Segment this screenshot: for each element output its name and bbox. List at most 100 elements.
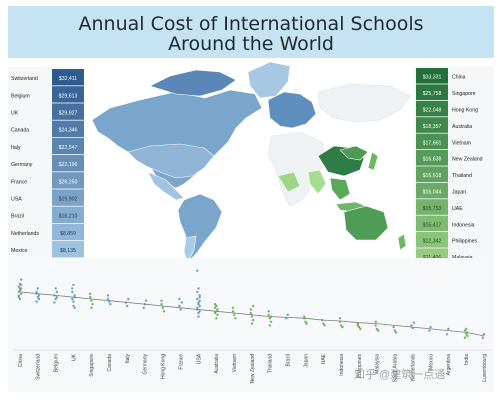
right-panel-cell — [416, 166, 448, 182]
left-panel-cell — [52, 69, 84, 86]
map-usa — [127, 143, 215, 179]
left-panel-cell — [52, 103, 84, 120]
left-panel-value: $8,135 — [60, 248, 76, 254]
strip-plot-category-label: Indonesia — [339, 354, 345, 376]
map-argentina — [183, 235, 197, 263]
map-canada-north — [149, 69, 237, 97]
strip-plot-point — [18, 289, 22, 292]
strip-plot-point — [144, 299, 148, 302]
left-panel-country: Italy — [11, 145, 21, 151]
strip-plot-category-label: UK — [71, 353, 77, 361]
right-panel-country: Japan — [452, 190, 466, 196]
strip-plot-point — [267, 310, 270, 313]
map-asia — [317, 83, 411, 123]
strip-plot-point — [338, 320, 342, 323]
right-panel-cell — [416, 68, 448, 84]
map-japan — [367, 151, 379, 171]
right-panel-cell — [416, 232, 448, 248]
left-panel-cell — [52, 206, 84, 223]
strip-plot-point — [142, 306, 145, 309]
strip-plot-point — [197, 315, 200, 318]
right-panel-value: $15,753 — [423, 206, 442, 212]
right-panel-value: $18,357 — [423, 124, 442, 130]
left-panel-country: Germany — [11, 162, 33, 168]
strip-plot-point — [72, 283, 75, 287]
strip-plot: China Switzerland Belgium UK Singapore Canada… — [8, 258, 494, 392]
strip-plot-point — [357, 325, 361, 329]
chart-title-line-1: Annual Cost of International Schools — [78, 13, 424, 35]
strip-plot-point — [17, 285, 20, 288]
left-panel-value: $16,210 — [59, 214, 78, 220]
strip-plot-point — [376, 329, 380, 332]
strip-plot-point — [91, 303, 94, 306]
map-europe — [267, 91, 317, 129]
strip-plot-point — [412, 321, 415, 324]
strip-plot-point — [359, 327, 362, 331]
strip-plot-point — [249, 311, 252, 315]
strip-plot-point — [108, 300, 111, 303]
right-panel-value: $25,758 — [423, 91, 442, 97]
strip-plot-point — [72, 300, 75, 303]
strip-plot-point — [233, 313, 236, 316]
strip-plot-point — [37, 297, 41, 301]
map-mongolia-region — [339, 145, 369, 161]
strip-plot-point — [198, 294, 201, 297]
strip-plot-point — [161, 306, 164, 309]
strip-plot-point — [73, 294, 76, 297]
strip-plot-point — [268, 324, 271, 327]
left-panel-country: France — [11, 179, 27, 185]
strip-plot-point — [286, 313, 289, 316]
strip-plot-point — [303, 315, 306, 318]
strip-plot-category-label: Singapore — [89, 354, 95, 377]
left-panel-value: $24,346 — [59, 128, 78, 134]
left-panel-cell — [52, 189, 84, 206]
right-panel-country: Philippines — [452, 239, 477, 245]
strip-plot-category-label: China — [18, 354, 24, 367]
map-africa — [267, 131, 327, 207]
strip-plot-point — [231, 310, 235, 313]
strip-plot-point — [71, 290, 74, 294]
strip-plot-category-label: Switzerland — [36, 354, 42, 380]
strip-plot-point — [303, 317, 306, 320]
strip-plot-point — [125, 304, 129, 308]
strip-plot-category-label: Australia — [214, 354, 220, 374]
left-panel-value: $29,927 — [59, 111, 78, 117]
right-panel-country: Singapore — [452, 91, 476, 97]
map-australia — [343, 205, 389, 241]
right-panel-country: New Zealand — [452, 157, 483, 163]
right-panel-country: Hong Kong — [452, 108, 478, 114]
strip-plot-point — [269, 320, 273, 323]
strip-plot-point — [17, 296, 20, 299]
right-panel-cell — [416, 150, 448, 166]
strip-plot-point — [196, 297, 199, 301]
title-band: Annual Cost of International Schools Aro… — [8, 6, 494, 58]
strip-plot-point — [465, 333, 468, 336]
strip-plot-category-label: Brazil — [286, 354, 292, 367]
strip-plot-point — [196, 269, 199, 272]
right-panel-cell — [416, 100, 448, 117]
strip-plot-point — [198, 310, 201, 313]
strip-plot-point — [35, 290, 38, 294]
right-panel-value: $22,048 — [423, 108, 442, 114]
strip-plot-point — [143, 303, 147, 306]
strip-plot-point — [90, 299, 93, 302]
strip-plot-point — [35, 300, 38, 303]
map-new-zealand — [397, 233, 407, 251]
right-panel-cell — [416, 199, 448, 215]
strip-plot-point — [179, 308, 182, 311]
left-panel-cell — [52, 155, 84, 172]
strip-plot-trend-line — [19, 291, 485, 337]
watermark: 知乎 @建筑一点通 — [354, 369, 446, 381]
strip-plot-point — [127, 297, 130, 301]
strip-plot-point — [268, 317, 271, 320]
strip-plot-category-label: Philippines — [357, 354, 363, 379]
strip-plot-point — [215, 310, 218, 313]
strip-plot-point — [466, 334, 469, 338]
strip-plot-point — [109, 303, 112, 306]
strip-plot-category-label: Belgium — [54, 354, 60, 372]
strip-plot-category-label: Canada — [107, 354, 113, 372]
strip-plot-point — [160, 299, 163, 302]
left-panel-cell — [52, 86, 84, 103]
strip-plot-category-label: New Zealand — [250, 354, 256, 384]
strip-plot-point — [322, 322, 325, 325]
